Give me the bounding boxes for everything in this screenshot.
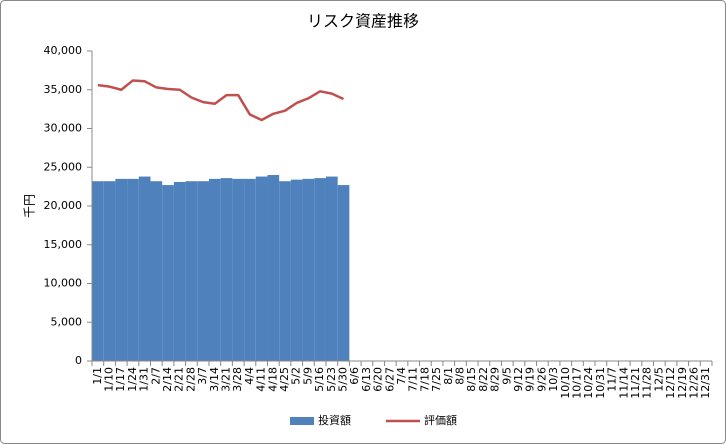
- bar: [337, 185, 350, 361]
- x-tick-label: 8/1: [442, 367, 455, 385]
- chart-title: リスク資産推移: [307, 12, 419, 31]
- bar: [208, 178, 221, 361]
- y-axis-label: 千円: [23, 194, 37, 218]
- bar: [325, 176, 338, 361]
- x-tick-label: 5/30: [337, 367, 350, 392]
- bar: [197, 181, 209, 361]
- x-tick-label: 5/23: [325, 367, 338, 392]
- x-tick-label: 3/28: [231, 367, 244, 392]
- x-tick-label: 2/14: [161, 367, 174, 392]
- x-tick-label: 7/4: [395, 367, 408, 385]
- x-tick-label: 11/28: [641, 367, 654, 399]
- x-tick-label: 10/31: [594, 367, 607, 399]
- y-tick-label: 5,000: [51, 315, 83, 328]
- x-tick-label: 6/13: [360, 367, 373, 392]
- x-tick-label: 2/7: [149, 367, 162, 385]
- x-tick-label: 12/31: [699, 367, 712, 399]
- legend-label: 評価額: [424, 413, 457, 427]
- x-tick-label: 9/12: [512, 367, 525, 392]
- x-tick-label: 9/5: [500, 367, 513, 385]
- y-tick-label: 35,000: [44, 83, 83, 96]
- x-tick-label: 9/26: [535, 367, 548, 392]
- x-tick-label: 2/21: [173, 367, 186, 392]
- bar: [103, 181, 116, 361]
- x-tick-label: 4/25: [278, 367, 291, 392]
- bar: [173, 181, 186, 361]
- x-tick-label: 12/5: [652, 367, 665, 392]
- bar: [244, 178, 256, 361]
- x-tick-label: 8/29: [489, 367, 502, 392]
- bar: [150, 181, 163, 361]
- bar: [220, 178, 233, 361]
- x-tick-label: 3/21: [220, 367, 233, 392]
- x-tick-label: 1/31: [138, 367, 151, 392]
- x-tick-label: 10/17: [570, 367, 583, 399]
- bar: [314, 178, 326, 361]
- x-tick-label: 1/17: [114, 367, 127, 392]
- x-tick-label: 1/24: [126, 367, 139, 392]
- x-tick-label: 5/16: [313, 367, 326, 392]
- legend-label: 投資額: [318, 413, 351, 427]
- x-tick-label: 6/6: [348, 367, 361, 385]
- x-tick-label: 10/24: [582, 367, 595, 399]
- x-tick-label: 4/4: [243, 367, 256, 385]
- bar: [267, 175, 280, 361]
- bar: [279, 181, 291, 361]
- x-tick-label: 8/22: [477, 367, 490, 392]
- x-tick-label: 7/18: [418, 367, 431, 392]
- x-tick-label: 10/3: [547, 367, 560, 392]
- y-tick-label: 20,000: [44, 199, 83, 212]
- x-tick-label: 5/9: [301, 367, 314, 385]
- x-tick-label: 6/27: [383, 367, 396, 392]
- x-tick-label: 12/19: [676, 367, 689, 399]
- bar: [115, 178, 128, 361]
- x-tick-label: 3/14: [208, 367, 221, 392]
- x-tick-label: 1/10: [103, 367, 116, 392]
- x-tick-label: 1/1: [91, 367, 104, 385]
- x-tick-label: 6/20: [372, 367, 385, 392]
- line-series: [97, 79, 345, 122]
- x-tick-label: 10/10: [559, 367, 572, 399]
- x-tick-label: 11/7: [606, 367, 619, 392]
- bar: [162, 185, 174, 361]
- legend-swatch: [290, 417, 314, 425]
- bar: [290, 179, 303, 361]
- bar: [185, 181, 198, 361]
- y-tick-label: 25,000: [44, 160, 83, 173]
- bar: [138, 176, 151, 361]
- x-tick-label: 3/7: [196, 367, 209, 385]
- y-tick-label: 10,000: [44, 277, 83, 290]
- x-tick-label: 5/2: [290, 367, 303, 385]
- x-tick-label: 9/19: [524, 367, 537, 392]
- y-tick-label: 0: [75, 354, 82, 367]
- bar: [255, 176, 268, 361]
- y-tick-label: 40,000: [44, 44, 83, 57]
- x-tick-label: 12/12: [664, 367, 677, 399]
- bar: [92, 181, 104, 361]
- bar: [232, 178, 245, 361]
- x-tick-label: 12/26: [687, 367, 700, 399]
- x-tick-label: 2/28: [184, 367, 197, 392]
- bar: [302, 178, 315, 361]
- y-tick-label: 30,000: [44, 122, 83, 135]
- x-tick-label: 11/21: [629, 367, 642, 399]
- y-tick-label: 15,000: [44, 238, 83, 251]
- x-tick-label: 8/15: [465, 367, 478, 392]
- x-tick-label: 7/25: [430, 367, 443, 392]
- x-tick-label: 4/18: [266, 367, 279, 392]
- x-tick-label: 11/14: [617, 367, 630, 399]
- x-tick-label: 7/11: [407, 367, 420, 392]
- x-tick-label: 8/8: [453, 367, 466, 385]
- bar: [127, 178, 139, 361]
- x-tick-label: 4/11: [255, 367, 268, 392]
